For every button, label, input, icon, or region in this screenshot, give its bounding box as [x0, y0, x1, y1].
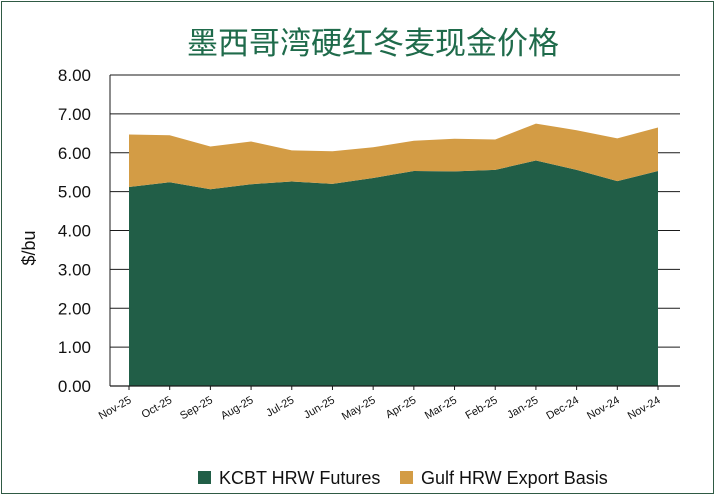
legend: KCBT HRW Futures Gulf HRW Export Basis — [198, 468, 608, 488]
legend-swatch — [198, 471, 211, 484]
legend-swatch — [400, 471, 413, 484]
y-tick-label: 2.00 — [58, 299, 91, 318]
legend-label: Gulf HRW Export Basis — [421, 468, 608, 488]
x-tick-label: Jan-25 — [505, 394, 540, 421]
x-tick-label: Aug-25 — [219, 394, 256, 422]
legend-label: KCBT HRW Futures — [219, 468, 380, 488]
x-tick-label: May-25 — [340, 394, 378, 423]
y-tick-label: 3.00 — [58, 260, 91, 279]
y-tick-label: 6.00 — [58, 144, 91, 163]
plot-areas — [129, 123, 658, 386]
y-tick-label: 8.00 — [58, 66, 91, 85]
x-tick-label: Oct-25 — [140, 394, 175, 421]
x-tick-label: Jun-25 — [302, 394, 337, 421]
x-tick-label: Dec-24 — [544, 394, 581, 422]
series-area-kcbt-hrw-futures — [129, 160, 658, 386]
y-tick-label: 0.00 — [58, 377, 91, 396]
axes — [109, 75, 680, 390]
y-axis-label: $/bu — [19, 230, 39, 265]
y-tick-label: 7.00 — [58, 105, 91, 124]
x-tick-label: Nov-24 — [626, 394, 663, 422]
y-tick-label: 4.00 — [58, 222, 91, 241]
x-tick-label: Feb-25 — [464, 394, 500, 422]
x-tick-label: Jul-25 — [264, 394, 296, 419]
x-tick-label: Nov-24 — [585, 394, 622, 422]
x-tick-label: Mar-25 — [423, 394, 459, 422]
series-area-gulf-hrw-export-basis — [129, 123, 658, 190]
x-tick-labels: Nov-25 Oct-25 Sep-25 Aug-25 Jul-25 Jun-25 May-… — [97, 394, 663, 423]
y-tick-label: 1.00 — [58, 338, 91, 357]
y-tick-label: 5.00 — [58, 183, 91, 202]
x-tick-label: Nov-25 — [97, 394, 134, 422]
x-tick-label: Sep-25 — [178, 394, 215, 422]
chart-title: 墨西哥湾硬红冬麦现金价格 — [187, 26, 559, 62]
y-tick-labels: 0.00 1.00 2.00 3.00 4.00 5.00 6.00 7.00 8.00 — [58, 66, 91, 396]
x-tick-label: Apr-25 — [384, 394, 419, 421]
